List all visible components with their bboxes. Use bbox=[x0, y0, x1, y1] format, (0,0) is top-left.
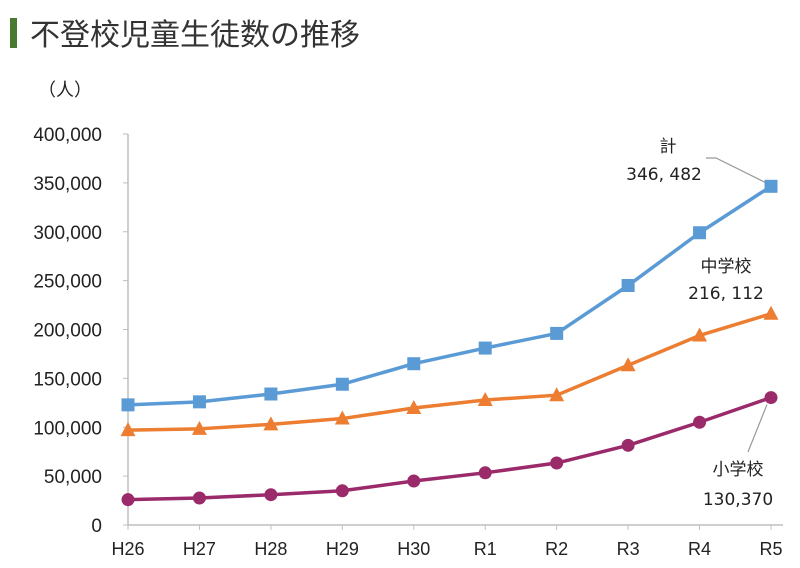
data-point-circle bbox=[550, 456, 564, 470]
x-tick-label: H26 bbox=[111, 539, 144, 559]
annotation-elementary-value: 130,370 bbox=[703, 490, 773, 510]
data-point-square bbox=[264, 387, 278, 401]
data-point-triangle bbox=[120, 422, 136, 437]
x-tick-label: R2 bbox=[545, 539, 568, 559]
data-point-square bbox=[192, 395, 206, 409]
x-tick-label: R5 bbox=[759, 539, 782, 559]
data-point-square bbox=[407, 357, 421, 371]
x-tick-label: H30 bbox=[397, 539, 430, 559]
data-point-circle bbox=[264, 488, 278, 502]
series-line-1 bbox=[127, 312, 772, 432]
data-point-square bbox=[693, 226, 707, 240]
x-tick-label: R3 bbox=[617, 539, 640, 559]
data-point-circle bbox=[478, 466, 492, 480]
y-tick-label: 0 bbox=[91, 516, 102, 537]
data-point-triangle bbox=[191, 420, 207, 435]
data-point-circle bbox=[121, 493, 135, 507]
annotation-total-value: 346, 482 bbox=[626, 165, 702, 185]
y-tick-label: 300,000 bbox=[33, 223, 102, 244]
page-title: 不登校児童生徒数の推移 bbox=[30, 18, 360, 53]
y-tick-label: 100,000 bbox=[33, 418, 102, 439]
y-unit-label: （人） bbox=[38, 80, 92, 101]
annotation-total-label: 計 bbox=[660, 137, 677, 157]
data-point-square bbox=[764, 179, 778, 193]
data-point-triangle bbox=[334, 410, 350, 425]
data-point-square bbox=[335, 377, 349, 391]
data-point-triangle bbox=[620, 357, 636, 372]
data-point-square bbox=[621, 279, 635, 293]
data-point-triangle bbox=[477, 391, 493, 406]
data-point-square bbox=[121, 398, 135, 412]
data-point-circle bbox=[764, 391, 778, 405]
x-tick-label: R1 bbox=[474, 539, 497, 559]
data-point-triangle bbox=[692, 327, 708, 342]
series-line-0 bbox=[127, 184, 772, 407]
y-tick-label: 150,000 bbox=[33, 369, 102, 390]
x-tick-label: R4 bbox=[688, 539, 711, 559]
x-tick-label: H29 bbox=[326, 539, 359, 559]
annotation-junior-high-label: 中学校 bbox=[701, 257, 752, 277]
data-point-square bbox=[550, 326, 564, 340]
callout-leader-elementary bbox=[747, 404, 768, 453]
data-point-circle bbox=[407, 474, 421, 488]
data-point-triangle bbox=[549, 387, 565, 402]
data-point-triangle bbox=[763, 305, 779, 320]
data-point-circle bbox=[693, 415, 707, 429]
y-tick-label: 200,000 bbox=[33, 321, 102, 342]
data-point-circle bbox=[192, 491, 206, 505]
x-tick-label: H27 bbox=[183, 539, 216, 559]
annotation-elementary-label: 小学校 bbox=[713, 460, 764, 480]
y-tick-label: 400,000 bbox=[33, 125, 102, 146]
y-tick-label: 250,000 bbox=[33, 272, 102, 293]
data-point-circle bbox=[621, 438, 635, 452]
title-accent-bar bbox=[10, 18, 17, 48]
data-point-circle bbox=[335, 484, 349, 498]
data-point-triangle bbox=[406, 399, 422, 414]
x-tick-label: H28 bbox=[254, 539, 287, 559]
data-point-square bbox=[478, 341, 492, 355]
series-line-2 bbox=[127, 395, 772, 502]
y-tick-label: 350,000 bbox=[33, 174, 102, 195]
callout-leader-total bbox=[706, 157, 766, 183]
annotation-junior-high-value: 216, 112 bbox=[688, 284, 764, 304]
y-tick-label: 50,000 bbox=[44, 467, 102, 488]
data-point-triangle bbox=[263, 416, 279, 431]
